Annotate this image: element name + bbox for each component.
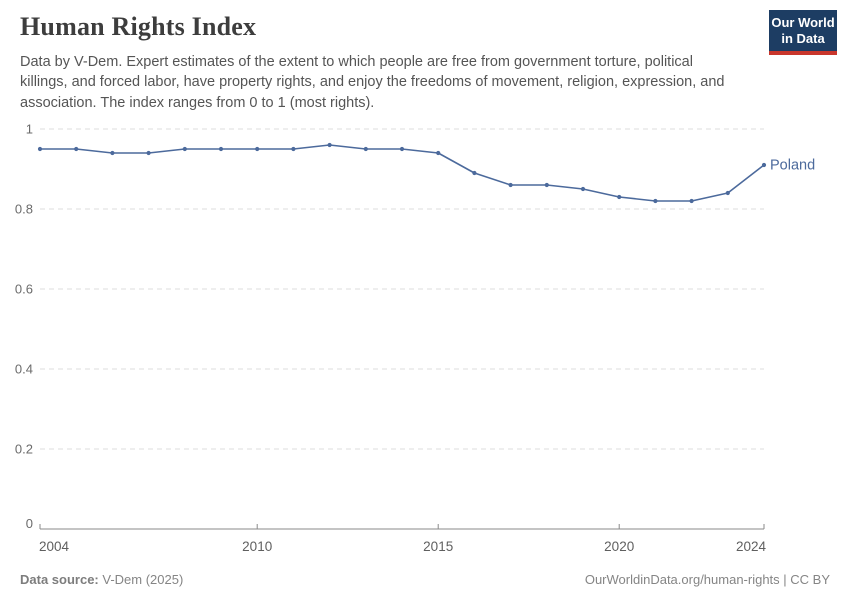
data-point[interactable]	[472, 170, 477, 176]
logo-line2: in Data	[781, 30, 825, 46]
data-point[interactable]	[544, 182, 549, 188]
chart-footer: Data source: V-Dem (2025) OurWorldinData…	[20, 572, 830, 587]
page-title: Human Rights Index	[20, 12, 257, 41]
data-source-value: V-Dem (2025)	[98, 572, 184, 587]
owid-logo[interactable]: Our World in Data	[769, 10, 837, 55]
series-end-label: Poland	[770, 158, 815, 174]
data-point[interactable]	[74, 146, 79, 152]
data-point[interactable]	[689, 198, 694, 204]
y-axis-tick-label: 0.6	[15, 282, 33, 297]
x-axis-tick-label: 2004	[39, 539, 70, 554]
x-axis-tick-label: 2010	[242, 539, 272, 554]
data-point[interactable]	[761, 162, 767, 168]
data-point[interactable]	[182, 146, 187, 152]
x-axis-tick-label: 2020	[604, 539, 634, 554]
data-point[interactable]	[110, 150, 115, 156]
data-point[interactable]	[37, 146, 43, 152]
data-point[interactable]	[327, 142, 332, 148]
data-point[interactable]	[508, 182, 513, 188]
y-axis-tick-label: 0.8	[15, 202, 33, 217]
data-point[interactable]	[363, 146, 368, 152]
logo-line1: Our World	[771, 15, 835, 30]
data-point[interactable]	[291, 146, 296, 152]
chart-canvas[interactable]: 0 0.2 0.4 0.6 0.8 1 2004 2010 2015 2020 2024 Poland	[0, 112, 850, 572]
x-axis-tick-label: 2015	[423, 539, 453, 554]
y-axis-tick-label: 0	[26, 516, 33, 531]
data-point[interactable]	[255, 146, 260, 152]
attribution-link[interactable]: OurWorldinData.org/human-rights | CC BY	[584, 572, 830, 587]
chart-subtitle: Data by V-Dem. Expert estimates of the e…	[20, 54, 725, 111]
y-axis-tick-label: 0.2	[15, 442, 33, 457]
data-point[interactable]	[580, 186, 586, 192]
data-point[interactable]	[653, 198, 658, 204]
x-axis-tick-label: 2024	[736, 539, 767, 554]
data-point[interactable]	[218, 146, 224, 152]
y-axis-tick-label: 0.4	[15, 362, 33, 377]
data-point[interactable]	[725, 190, 730, 196]
data-point[interactable]	[146, 150, 151, 156]
y-axis-tick-label: 1	[26, 122, 33, 137]
data-point[interactable]	[399, 146, 405, 152]
data-point[interactable]	[436, 150, 441, 156]
data-source: Data source: V-Dem (2025)	[20, 572, 183, 587]
data-series-poland[interactable]: Poland	[37, 142, 815, 204]
data-point[interactable]	[617, 194, 622, 200]
data-source-label: Data source:	[20, 572, 99, 587]
